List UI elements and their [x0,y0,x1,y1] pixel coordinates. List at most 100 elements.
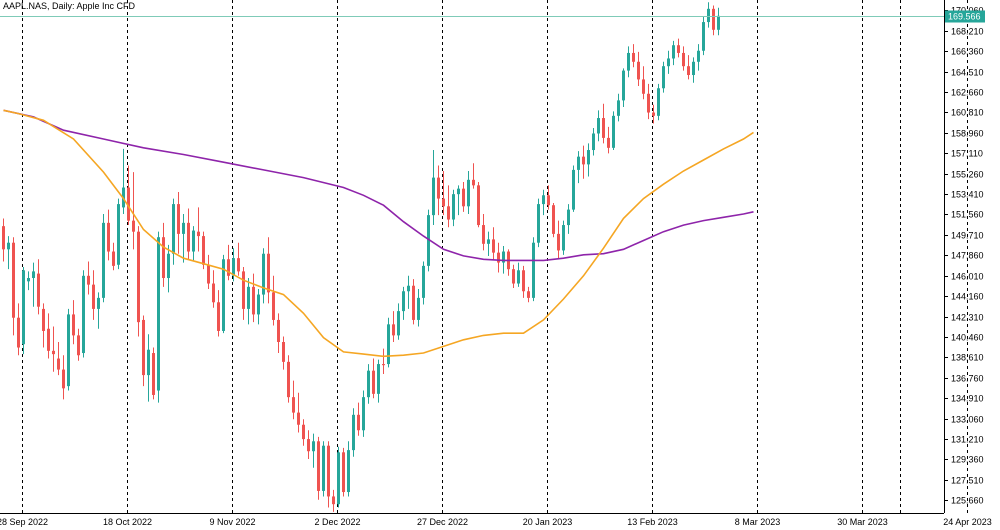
candle-body [627,52,630,71]
candle-body [667,58,670,67]
candle [627,46,630,78]
candle-body [197,231,200,237]
candle [337,446,340,508]
candle [257,289,260,325]
candle [377,359,380,403]
candle-body [662,66,665,89]
candle [672,40,675,66]
candle-body [72,314,75,336]
candle [207,254,210,290]
candle [312,433,315,468]
candle-body [147,349,150,376]
chart-title: AAPL.NAS, Daily: Apple Inc CFD [3,1,136,11]
candle-body [492,239,495,253]
x-tick-label: 28 Sep 2022 [0,517,48,527]
y-tick-label: 146.010 [951,272,984,282]
candle-body [202,236,205,265]
candle-body [387,324,390,365]
candle-body [42,308,45,331]
candle [407,275,410,309]
y-tick-label: 164.510 [951,68,984,78]
candle [12,237,15,336]
candle-body [307,439,310,452]
candle [132,172,135,250]
candle-body [717,15,720,30]
candle-body [317,441,320,491]
candle [147,334,150,402]
candle-body [52,350,55,355]
candle-body [602,118,605,138]
candle [322,441,325,497]
candle [457,185,460,216]
x-tick-label: 30 Mar 2023 [837,517,888,527]
candle-body [687,66,690,76]
candle [97,292,100,329]
candle [497,242,500,273]
y-tick-label: 133.060 [951,415,984,425]
y-tick-label: 151.560 [951,210,984,220]
time-axis: 28 Sep 2022 18 Oct 2022 9 Nov 2022 2 Dec 20… [0,517,992,527]
candle [417,289,420,327]
candle [62,355,65,400]
candle [442,171,445,216]
y-tick-label: 162.660 [951,88,984,98]
y-tick-label: 134.910 [951,394,984,404]
candle [582,145,585,179]
x-tick-label: 20 Jan 2023 [523,517,573,527]
candle-body [292,397,295,413]
candle-body [432,177,435,216]
candle [67,308,70,391]
candle-body [592,133,595,151]
candle-body [567,209,570,226]
candle [47,313,50,359]
candle-body [407,285,410,292]
y-tick-label: 138.610 [951,353,984,363]
candle-body [207,264,210,284]
candle [342,447,345,497]
candle [262,248,265,304]
candle-body [657,88,660,116]
x-tick-label: 9 Nov 2022 [209,517,255,527]
candle-body [242,271,245,309]
candle-body [217,302,220,331]
x-tick-label: 18 Oct 2022 [103,517,152,527]
candle [702,16,705,56]
current-price-tag-text: 169.566 [948,12,981,22]
x-tick-label: 24 Apr 2023 [943,517,992,527]
candle-body [652,112,655,116]
y-tick-label: 155.260 [951,170,984,180]
candle [317,436,320,500]
candle [557,220,560,259]
candle-body [542,195,545,205]
y-tick-label: 168.210 [951,27,984,37]
candle-body [377,364,380,394]
candle [432,150,435,226]
candle [637,51,640,87]
candle [622,68,625,108]
candle-body [452,194,455,220]
candle-body [267,253,270,293]
candle-body [17,317,20,348]
y-tick-label: 125.660 [951,496,984,506]
candle-body [97,297,100,309]
y-tick-label: 127.510 [951,476,984,486]
candle [562,220,565,255]
candle-body [637,61,640,80]
current-price-tag-box [945,10,985,23]
candle-body [677,45,680,53]
y-tick-label: 136.760 [951,374,984,384]
candle-body [397,311,400,336]
candle [522,265,525,298]
candle-body [192,230,195,252]
candle-body [587,150,590,165]
candle-body [617,100,620,116]
candle [272,275,275,326]
candle-body [182,222,185,234]
candle [547,185,550,210]
candle [157,231,160,403]
candle-body [437,177,440,199]
candle [222,254,225,334]
candle [82,270,85,358]
candle [2,218,5,262]
